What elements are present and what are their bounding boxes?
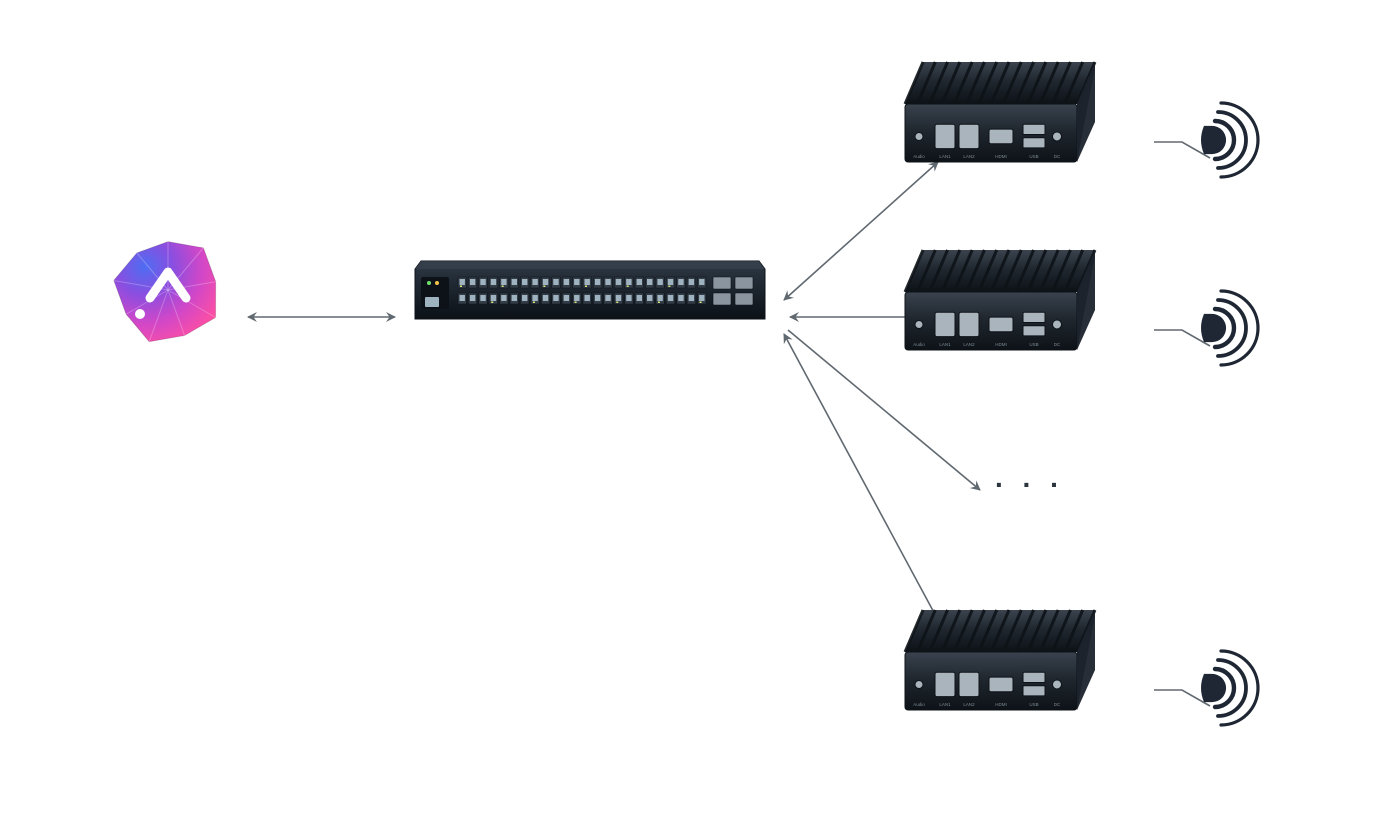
svg-text:Audio: Audio [913,154,925,159]
network-diagram: Audio LAN1 LAN2 HDMI USB DC Audio LAN1 LAN2 HDMI U… [0,0,1394,840]
wireless-sensor-icon [1201,291,1258,365]
svg-text:USB: USB [1029,154,1038,159]
svg-text:LAN1: LAN1 [939,154,951,159]
svg-text:DC: DC [1054,702,1061,707]
svg-text:LAN1: LAN1 [939,702,951,707]
wireless-sensor-icon [1201,651,1258,725]
svg-text:Audio: Audio [913,342,925,347]
svg-text:USB: USB [1029,702,1038,707]
svg-text:LAN1: LAN1 [939,342,951,347]
svg-text:LAN2: LAN2 [963,342,975,347]
svg-text:HDMI: HDMI [995,342,1007,347]
wireless-sensor-icon [1201,103,1258,177]
ellipsis-node: . . . [995,462,1064,494]
diagram-svg: Audio LAN1 LAN2 HDMI USB DC Audio LAN1 LAN2 HDMI U… [0,0,1394,840]
svg-text:LAN2: LAN2 [963,154,975,159]
svg-text:Audio: Audio [913,702,925,707]
mini-pc-node: Audio LAN1 LAN2 HDMI USB DC [905,62,1095,162]
svg-text:DC: DC [1054,342,1061,347]
svg-text:DC: DC [1054,154,1061,159]
svg-text:HDMI: HDMI [995,154,1007,159]
mini-pc-node: Audio LAN1 LAN2 HDMI USB DC [905,250,1095,350]
svg-text:USB: USB [1029,342,1038,347]
svg-text:LAN2: LAN2 [963,702,975,707]
svg-text:HDMI: HDMI [995,702,1007,707]
connector-arrow [784,334,938,620]
mini-pc-node: Audio LAN1 LAN2 HDMI USB DC [905,610,1095,710]
network-switch-icon [415,261,765,319]
connector-arrow [788,330,980,490]
polygon-logo-icon [114,242,216,342]
